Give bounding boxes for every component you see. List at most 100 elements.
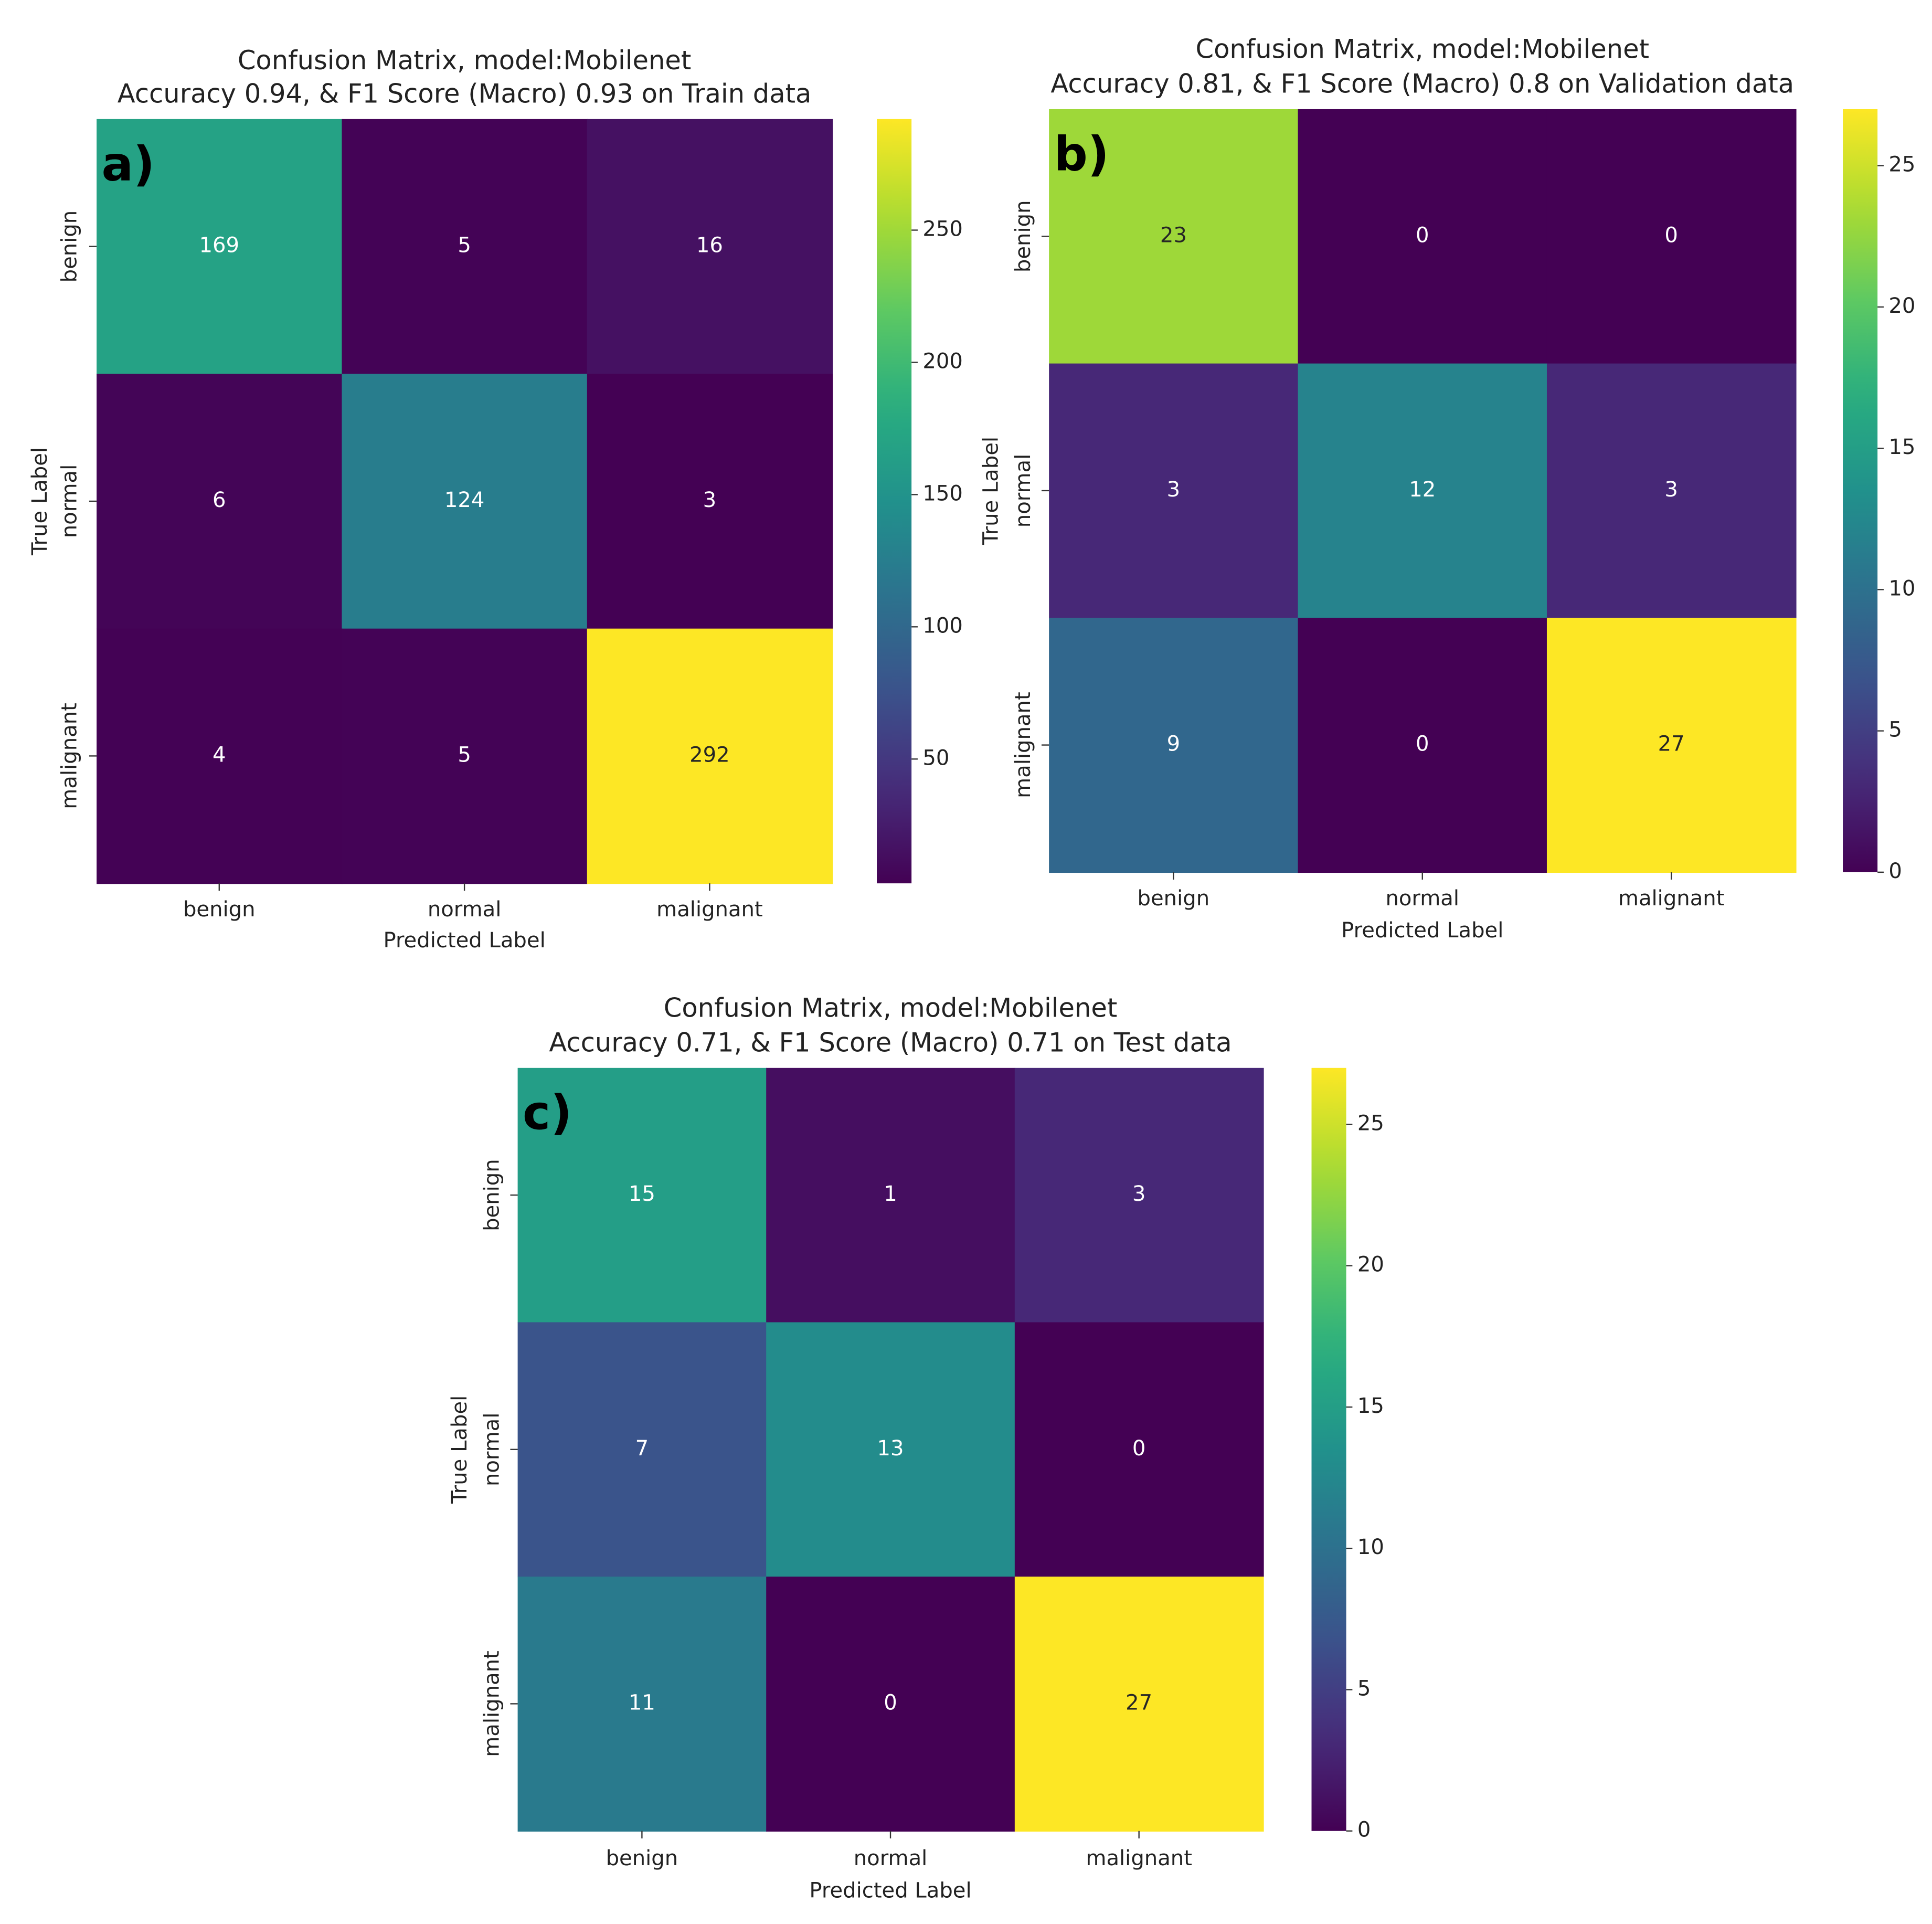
heatmap-cell <box>97 119 343 375</box>
cell-label: 3 <box>1132 1182 1146 1206</box>
cell-label: 0 <box>1664 223 1678 247</box>
cell-label: 292 <box>689 743 730 767</box>
chart-subtitle: Accuracy 0.94, & F1 Score (Macro) 0.93 o… <box>118 79 812 109</box>
cell-label: 3 <box>1664 478 1678 502</box>
colorbar <box>1843 109 1878 872</box>
y-tick-label: benign <box>58 210 82 283</box>
heatmap-cell <box>766 1067 1016 1323</box>
heatmap-cell <box>342 374 588 629</box>
heatmap-cell <box>97 628 343 884</box>
x-axis-label: Predicted Label <box>809 1878 971 1902</box>
heatmap-cell <box>1014 1067 1264 1323</box>
heatmap-cell <box>1298 618 1548 873</box>
heatmap-cell <box>587 628 833 884</box>
panel-label: a) <box>102 137 155 192</box>
x-tick-label: benign <box>1138 886 1210 911</box>
cell-label: 5 <box>458 234 471 258</box>
y-tick-label: malignant <box>58 703 82 809</box>
colorbar-tick-label: 50 <box>922 746 949 770</box>
panel-label: c) <box>523 1086 572 1140</box>
chart-title: Confusion Matrix, model:Mobilenet <box>664 992 1118 1023</box>
cell-label: 11 <box>629 1690 655 1715</box>
cell-label: 0 <box>1132 1436 1146 1461</box>
y-axis-label: True Label <box>28 447 52 556</box>
heatmap-cell <box>1298 363 1548 619</box>
chart-title: Confusion Matrix, model:Mobilenet <box>1195 34 1649 65</box>
y-axis-label: True Label <box>448 1396 472 1504</box>
heatmap-cell <box>1049 363 1299 619</box>
chart-subtitle: Accuracy 0.71, & F1 Score (Macro) 0.71 o… <box>549 1027 1232 1058</box>
heatmap-cell <box>1546 109 1797 364</box>
y-tick-label: normal <box>480 1412 504 1486</box>
cell-label: 15 <box>629 1182 655 1206</box>
colorbar-tick-label: 20 <box>1357 1253 1384 1277</box>
cell-label: 13 <box>877 1436 904 1461</box>
y-axis-label: True Label <box>979 437 1003 545</box>
panel-label: b) <box>1054 127 1109 182</box>
y-tick-label: normal <box>58 464 82 538</box>
heatmap-cell <box>1014 1322 1264 1578</box>
colorbar-tick-label: 10 <box>1357 1535 1384 1559</box>
heatmap-cell <box>587 374 833 629</box>
cell-label: 27 <box>1658 732 1685 756</box>
heatmap-cell <box>342 628 588 884</box>
x-tick-label: malignant <box>1618 886 1725 911</box>
colorbar-tick-label: 150 <box>922 481 963 505</box>
colorbar-tick-label: 0 <box>1357 1818 1371 1842</box>
colorbar <box>877 119 912 884</box>
x-axis-label: Predicted Label <box>383 928 545 953</box>
cell-label: 23 <box>1160 223 1187 247</box>
cell-label: 9 <box>1167 732 1181 756</box>
heatmap-cell <box>587 119 833 375</box>
cell-label: 169 <box>199 234 239 258</box>
cell-label: 3 <box>703 488 717 512</box>
heatmap-cell <box>517 1322 767 1578</box>
x-tick-label: benign <box>606 1846 678 1870</box>
x-tick-label: malignant <box>1086 1846 1192 1870</box>
cell-label: 4 <box>213 743 226 767</box>
heatmap-cell <box>342 119 588 375</box>
cell-label: 6 <box>213 488 226 512</box>
cell-label: 0 <box>1416 732 1429 756</box>
y-tick-label: malignant <box>480 1651 504 1757</box>
chart-subtitle: Accuracy 0.81, & F1 Score (Macro) 0.8 on… <box>1050 69 1794 99</box>
cell-label: 27 <box>1126 1690 1152 1715</box>
heatmap-cell <box>766 1577 1016 1832</box>
colorbar-tick-label: 15 <box>1357 1394 1384 1418</box>
colorbar-tick-label: 20 <box>1888 294 1915 318</box>
heatmap-cell <box>1014 1577 1264 1832</box>
heatmap-cell <box>1546 363 1797 619</box>
cell-label: 124 <box>444 488 485 512</box>
x-axis-label: Predicted Label <box>1341 918 1503 943</box>
cell-label: 16 <box>696 234 723 258</box>
heatmap-cell <box>517 1577 767 1832</box>
cell-label: 0 <box>884 1690 897 1715</box>
colorbar-tick-label: 250 <box>922 217 963 241</box>
colorbar-tick-label: 5 <box>1888 718 1902 742</box>
heatmap-cell <box>97 374 343 629</box>
y-tick-label: benign <box>1011 200 1035 272</box>
x-tick-label: malignant <box>656 897 763 922</box>
y-tick-label: malignant <box>1011 692 1035 798</box>
colorbar <box>1311 1067 1346 1831</box>
heatmap-cell <box>517 1067 767 1323</box>
y-tick-label: normal <box>1011 454 1035 528</box>
x-tick-label: normal <box>1385 886 1459 911</box>
chart-title: Confusion Matrix, model:Mobilenet <box>238 45 692 76</box>
colorbar-tick-label: 5 <box>1357 1676 1371 1700</box>
x-tick-label: normal <box>428 897 502 922</box>
colorbar-tick-label: 25 <box>1888 153 1915 177</box>
heatmap-cell <box>1049 618 1299 873</box>
colorbar-tick-label: 100 <box>922 614 963 638</box>
colorbar-tick-label: 10 <box>1888 576 1915 600</box>
cell-label: 12 <box>1409 478 1436 502</box>
heatmap-cell <box>1298 109 1548 364</box>
colorbar-tick-label: 0 <box>1888 859 1902 883</box>
cell-label: 3 <box>1167 478 1181 502</box>
colorbar-tick-label: 15 <box>1888 435 1915 459</box>
colorbar-tick-label: 25 <box>1357 1111 1384 1135</box>
heatmap-cell <box>1546 618 1797 873</box>
y-tick-label: benign <box>480 1159 504 1231</box>
